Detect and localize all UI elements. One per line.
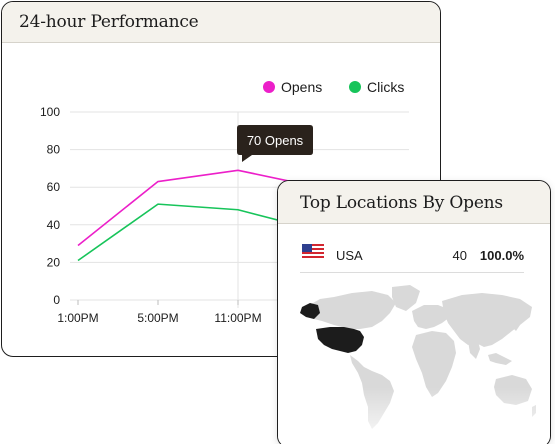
- legend-clicks-marker: [349, 81, 361, 93]
- top-locations-header: Top Locations By Opens: [278, 181, 550, 224]
- chart-tooltip: 70 Opens: [237, 125, 313, 162]
- y-axis-ticks: 0 20 40 60 80 100: [40, 105, 60, 307]
- location-row[interactable]: USA 40 100.0%: [300, 236, 524, 273]
- performance-card-header: 24-hour Performance: [2, 2, 440, 43]
- performance-card: 24-hour Performance Opens Clicks 0 20 40 60…: [1, 1, 441, 357]
- location-percent: 100.0%: [479, 248, 524, 263]
- tooltip-background: [237, 125, 313, 162]
- world-map-land: [306, 285, 536, 429]
- performance-title: 24-hour Performance: [19, 12, 199, 32]
- us-flag-icon: [302, 244, 324, 258]
- map-region-usa[interactable]: [316, 327, 364, 353]
- map-region-alaska[interactable]: [300, 303, 320, 319]
- y-tick-label: 0: [53, 293, 60, 307]
- tooltip-label: 70 Opens: [247, 133, 304, 148]
- chart-legend: Opens Clicks: [263, 79, 404, 95]
- world-map: [300, 285, 536, 429]
- series-line-opens: [77, 169, 319, 247]
- legend-opens-label[interactable]: Opens: [281, 79, 322, 95]
- legend-opens-marker: [263, 81, 275, 93]
- y-tick-label: 20: [47, 255, 61, 269]
- y-tick-label: 100: [40, 105, 60, 119]
- performance-chart: Opens Clicks 0 20 40 60 80 100 1:00PM 5:00PM 11…: [40, 79, 409, 325]
- y-tick-label: 40: [47, 218, 61, 232]
- chart-gridlines: [70, 111, 409, 308]
- x-axis-ticks: 1:00PM 5:00PM 11:00PM: [57, 300, 262, 325]
- top-locations-title: Top Locations By Opens: [300, 193, 503, 213]
- y-tick-label: 60: [47, 180, 61, 194]
- x-tick-label: 1:00PM: [57, 311, 98, 325]
- y-tick-label: 80: [47, 143, 61, 157]
- x-tick-label: 11:00PM: [214, 311, 261, 325]
- map-fade-overlay: [278, 387, 550, 444]
- x-tick-label: 5:00PM: [137, 311, 178, 325]
- location-count: 40: [452, 248, 467, 263]
- location-country: USA: [336, 248, 363, 263]
- legend-clicks-label[interactable]: Clicks: [367, 79, 404, 95]
- top-locations-card: Top Locations By Opens USA 40 100.0%: [277, 180, 551, 444]
